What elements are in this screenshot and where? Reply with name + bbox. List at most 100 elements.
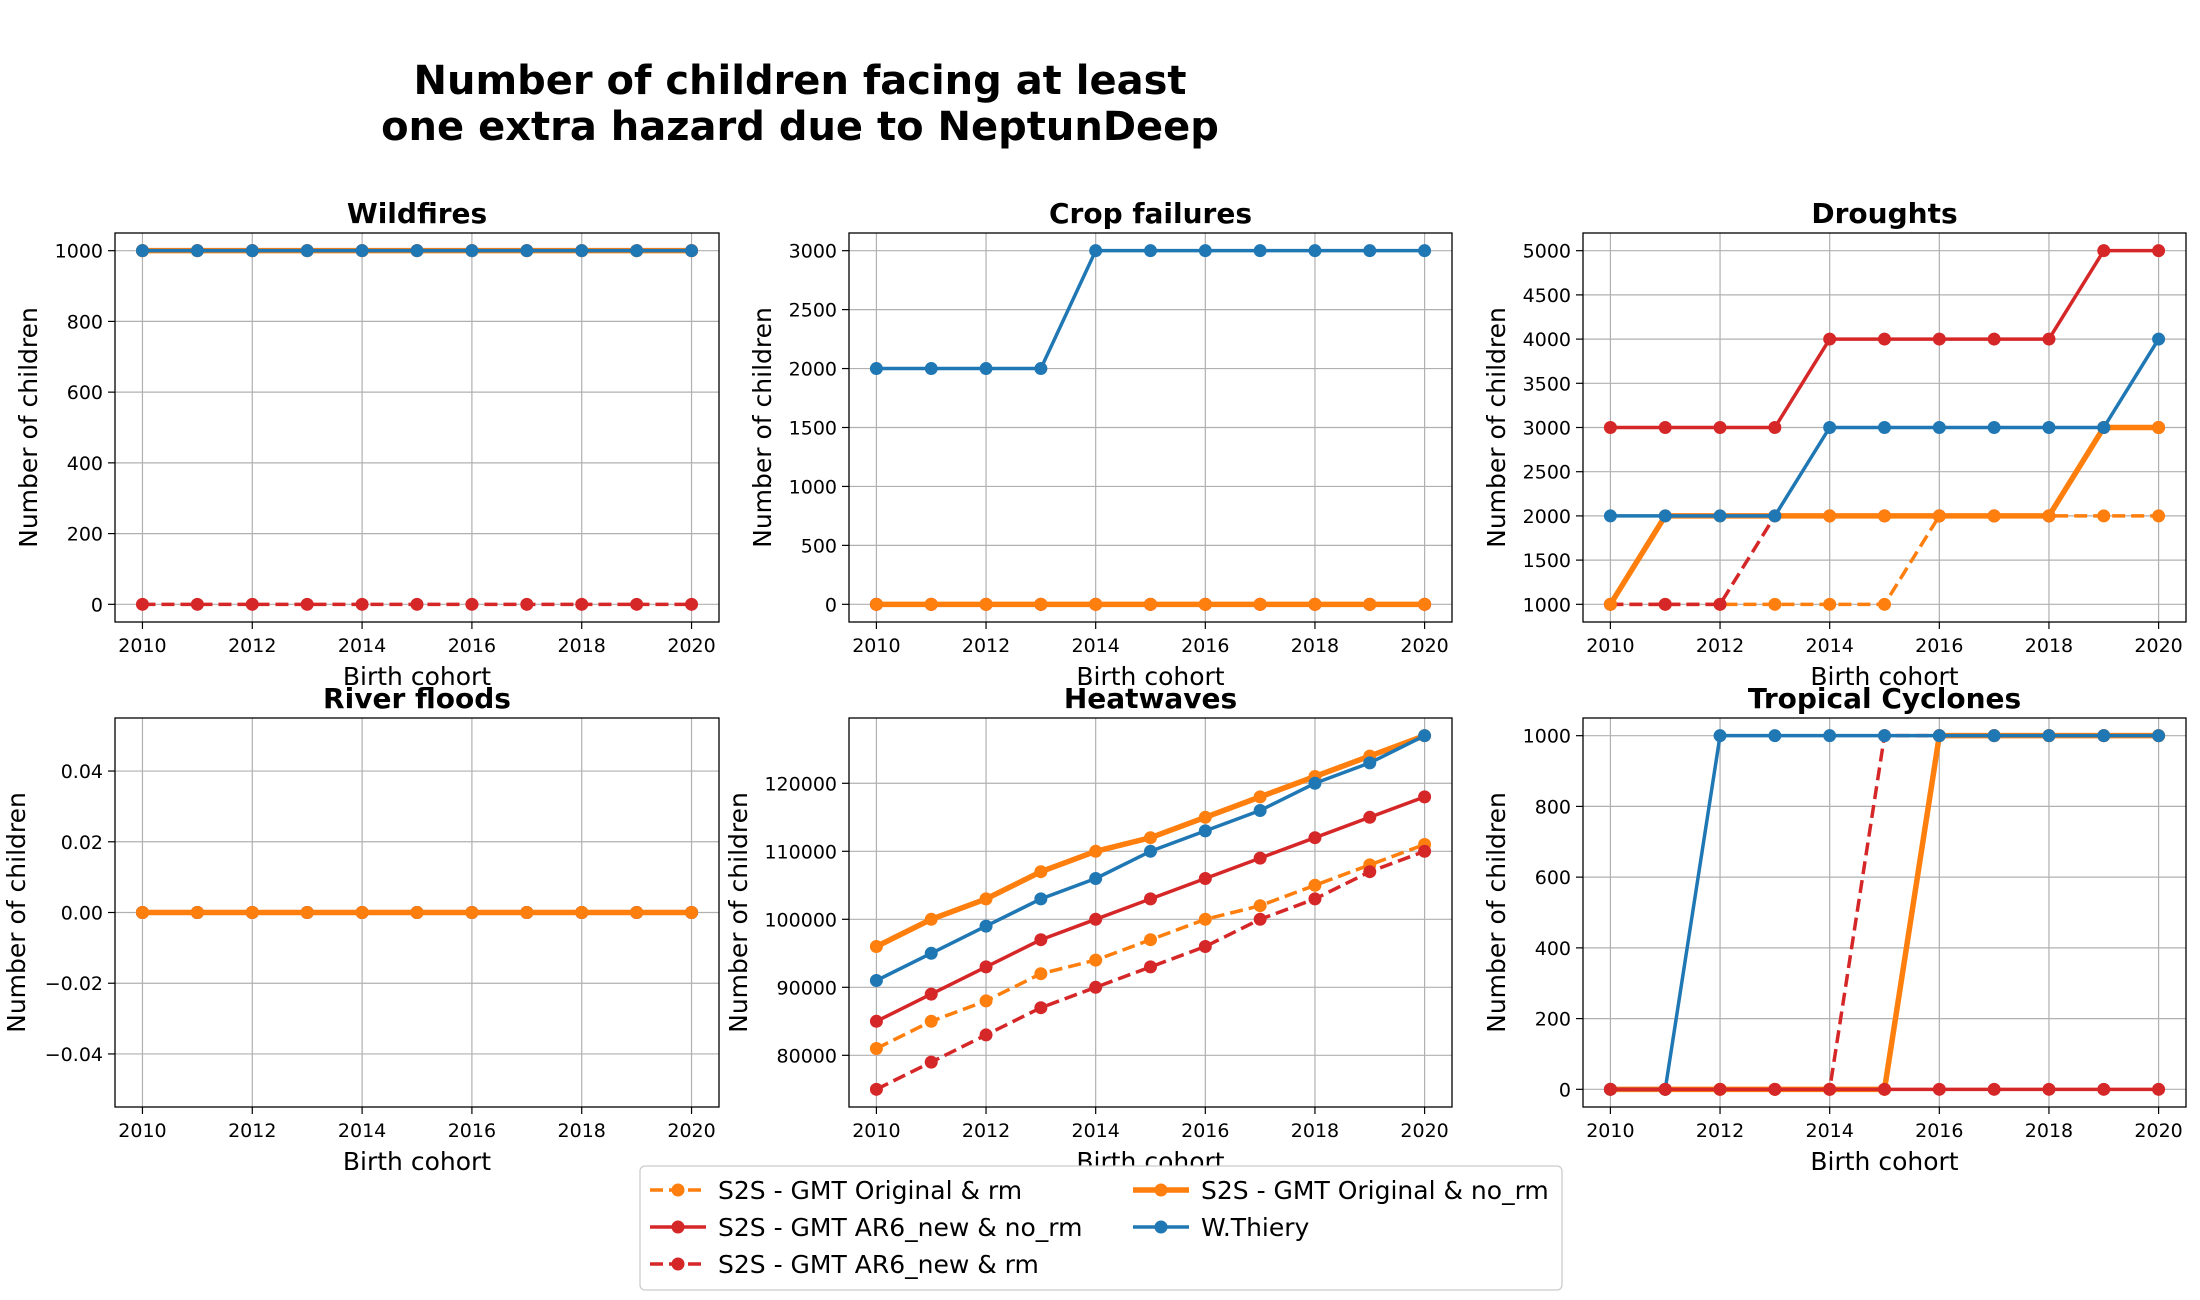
x-tick-label: 2014 xyxy=(1072,635,1120,657)
panel-tropical-cyclones: 2010 2012 2014 2016 2018 2020 0 200 400 600 800 100… xyxy=(1482,682,2187,1176)
data-point-w-thiery xyxy=(1418,729,1432,743)
x-tick-label: 2018 xyxy=(2025,1120,2073,1142)
data-point-w-thiery xyxy=(1987,421,2001,434)
data-point-s2s-gmt-original-rm xyxy=(924,1014,938,1028)
data-point-s2s-gmt-original-no-rm xyxy=(1603,597,1617,611)
data-point-w-thiery xyxy=(1253,244,1267,258)
data-point-w-thiery xyxy=(869,362,883,376)
y-axis-label: Number of children xyxy=(724,792,753,1033)
x-tick-label: 2018 xyxy=(1291,635,1339,657)
x-tick-label: 2012 xyxy=(1696,635,1744,657)
data-point-w-thiery xyxy=(1144,844,1157,858)
data-point-s2s-gmt-ar6-new-no-rm xyxy=(1144,892,1157,906)
data-point-s2s-gmt-original-no-rm xyxy=(1253,790,1267,804)
legend-marker xyxy=(1154,1220,1168,1234)
data-point-s2s-gmt-ar6-new-rm xyxy=(979,1028,993,1042)
data-point-s2s-gmt-original-no-rm xyxy=(2152,421,2166,434)
data-point-w-thiery xyxy=(1823,421,1837,434)
data-point-w-thiery xyxy=(1878,421,1891,434)
legend-entry-s2s-gmt-ar6-new-no-rm: S2S - GMT AR6_new & no_rm xyxy=(650,1213,1083,1242)
legend-entry-s2s-gmt-original-rm: S2S - GMT Original & rm xyxy=(650,1176,1022,1205)
data-point-w-thiery xyxy=(1308,776,1322,790)
x-tick-label: 2012 xyxy=(962,635,1010,657)
y-tick-label: 80000 xyxy=(777,1045,837,1067)
y-tick-label: 2500 xyxy=(789,300,837,322)
series-group xyxy=(1603,729,2166,1096)
data-point-w-thiery xyxy=(869,974,883,988)
data-point-w-thiery xyxy=(2097,729,2111,743)
data-point-s2s-gmt-ar6-new-no-rm xyxy=(1418,790,1432,804)
data-point-w-thiery xyxy=(465,244,479,258)
y-tick-label: 0 xyxy=(825,594,837,616)
data-point-s2s-gmt-ar6-new-no-rm xyxy=(1658,421,1672,434)
data-point-w-thiery xyxy=(1878,729,1891,743)
y-tick-label: 100000 xyxy=(764,909,837,931)
data-point-s2s-gmt-ar6-new-no-rm xyxy=(1932,332,1946,346)
data-point-w-thiery xyxy=(924,362,938,376)
data-point-w-thiery xyxy=(1932,729,1946,743)
data-point-w-thiery xyxy=(1089,871,1103,885)
data-point-w-thiery xyxy=(1363,244,1377,258)
data-point-w-thiery xyxy=(1823,729,1837,743)
axes-frame xyxy=(1582,717,2187,1108)
data-point-w-thiery xyxy=(979,919,993,933)
data-point-s2s-gmt-original-no-rm xyxy=(1144,831,1157,845)
data-point-s2s-gmt-ar6-new-rm xyxy=(410,597,424,611)
series-line-s2s-gmt-original-rm xyxy=(875,842,1426,1051)
x-tick-label: 2018 xyxy=(1291,1120,1339,1142)
data-point-s2s-gmt-original-no-rm xyxy=(1034,597,1048,611)
y-tick-label: 800 xyxy=(67,311,103,333)
figure-title-line-1: Number of children facing at least xyxy=(413,58,1186,104)
y-axis-label: Number of children xyxy=(748,307,777,548)
legend-marker xyxy=(1154,1183,1168,1197)
data-point-s2s-gmt-ar6-new-rm xyxy=(520,597,534,611)
data-point-s2s-gmt-original-no-rm xyxy=(465,906,479,919)
data-point-s2s-gmt-ar6-new-no-rm xyxy=(1308,831,1322,845)
data-point-s2s-gmt-ar6-new-no-rm xyxy=(1034,933,1048,947)
data-point-s2s-gmt-original-no-rm xyxy=(1089,597,1103,611)
panel-heatwaves: 2010 2012 2014 2016 2018 2020 80000 90000 100000… xyxy=(724,682,1453,1176)
x-tick-label: 2020 xyxy=(1400,1120,1448,1142)
x-tick-label: 2018 xyxy=(2025,635,2073,657)
data-point-w-thiery xyxy=(1932,421,1946,434)
y-tick-label: 2000 xyxy=(1523,506,1571,528)
x-tick-label: 2014 xyxy=(1806,1120,1854,1142)
data-point-w-thiery xyxy=(1198,244,1212,258)
data-point-w-thiery xyxy=(1418,244,1432,258)
y-tick-label: −0.04 xyxy=(45,1044,103,1066)
axes-frame xyxy=(114,232,720,623)
data-point-s2s-gmt-original-rm xyxy=(1308,878,1322,892)
data-point-w-thiery xyxy=(2152,729,2166,743)
data-point-s2s-gmt-original-no-rm xyxy=(1253,597,1267,611)
data-point-w-thiery xyxy=(135,244,149,258)
figure-title-line-2: one extra hazard due to NeptunDeep xyxy=(381,104,1219,150)
x-tick-label: 2010 xyxy=(852,635,900,657)
legend-box xyxy=(639,1165,1563,1291)
legend-label: S2S - GMT Original & rm xyxy=(718,1176,1022,1205)
data-point-s2s-gmt-ar6-new-no-rm xyxy=(1363,810,1377,824)
data-point-w-thiery xyxy=(2152,332,2166,346)
data-point-s2s-gmt-original-no-rm xyxy=(2042,509,2056,523)
data-point-w-thiery xyxy=(1768,729,1782,743)
axes-frame xyxy=(114,717,720,1108)
y-tick-label: 800 xyxy=(1535,796,1571,818)
y-tick-label: 2000 xyxy=(789,359,837,381)
panel-river-floods: 2010 2012 2014 2016 2018 2020 −0.04 −0.02 0.00 0.… xyxy=(2,682,720,1176)
y-tick-label: 4000 xyxy=(1523,329,1571,351)
data-point-s2s-gmt-original-no-rm xyxy=(1308,597,1322,611)
y-axis-label: Number of children xyxy=(14,307,43,548)
data-point-s2s-gmt-original-no-rm xyxy=(520,906,534,919)
legend-entry-s2s-gmt-ar6-new-rm: S2S - GMT AR6_new & rm xyxy=(650,1250,1039,1279)
y-axis-label: Number of children xyxy=(2,792,31,1033)
data-point-s2s-gmt-original-rm xyxy=(1198,912,1212,926)
series-group xyxy=(869,729,1432,1096)
data-point-w-thiery xyxy=(1253,803,1267,817)
data-point-s2s-gmt-ar6-new-no-rm xyxy=(1878,332,1891,346)
legend-label: S2S - GMT AR6_new & rm xyxy=(718,1250,1039,1279)
series-line-w-thiery xyxy=(1610,733,2159,1092)
data-point-s2s-gmt-original-no-rm xyxy=(1878,509,1891,523)
data-point-s2s-gmt-original-rm xyxy=(2152,509,2166,523)
y-tick-label: 0.00 xyxy=(61,903,103,925)
data-point-s2s-gmt-original-no-rm xyxy=(1418,597,1432,611)
